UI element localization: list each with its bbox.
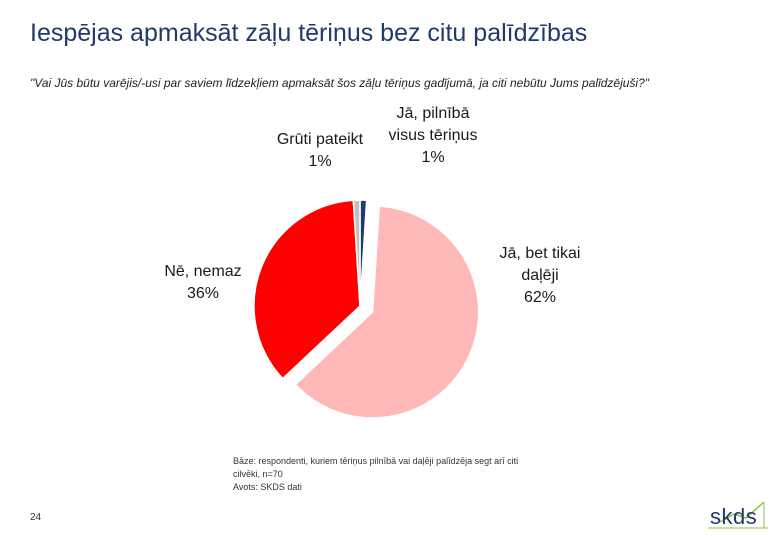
pie-slice bbox=[359, 199, 368, 307]
skds-logo: skds bbox=[706, 498, 770, 530]
slice-category-label: Grūti pateikt bbox=[277, 131, 364, 148]
page-number: 24 bbox=[30, 512, 42, 523]
slice-value-label: 36% bbox=[187, 285, 219, 302]
logo-graph-icon bbox=[708, 501, 768, 529]
slice-category-label: visus tēriņus bbox=[389, 127, 478, 144]
base-note: Bāze: respondenti, kuriem tēriņus pilnīb… bbox=[233, 455, 573, 494]
survey-question: "Vai Jūs būtu varējis/-usi par saviem lī… bbox=[30, 76, 650, 90]
slice-category-label: Jā, pilnībā bbox=[397, 105, 470, 122]
slice-category-label: Nē, nemaz bbox=[164, 263, 241, 280]
slice-value-label: 62% bbox=[524, 289, 556, 306]
pie-slice bbox=[253, 199, 361, 380]
pie-slice bbox=[352, 199, 361, 307]
base-note-line2: cilvēki, n=70 bbox=[233, 469, 283, 479]
source-note: Avots: SKDS dati bbox=[233, 482, 302, 492]
pie-slice bbox=[294, 205, 480, 419]
slice-value-label: 1% bbox=[421, 149, 444, 166]
slide-title: Iespējas apmaksāt zāļu tēriņus bez citu … bbox=[30, 19, 588, 47]
slice-category-label: daļēji bbox=[521, 267, 558, 284]
slice-category-label: Jā, bet tikai bbox=[500, 245, 581, 262]
base-note-line1: Bāze: respondenti, kuriem tēriņus pilnīb… bbox=[233, 456, 519, 466]
logo-text: skds bbox=[710, 504, 758, 529]
slice-value-label: 1% bbox=[308, 153, 331, 170]
